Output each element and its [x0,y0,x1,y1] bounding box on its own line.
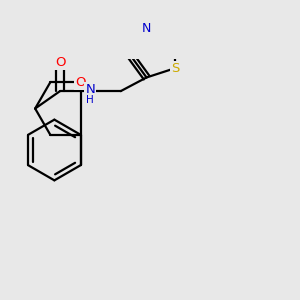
Text: H: H [86,94,94,105]
Text: O: O [55,56,65,69]
Text: N: N [142,22,151,35]
Text: S: S [171,61,180,75]
Text: N: N [85,83,95,96]
Text: O: O [75,76,86,89]
